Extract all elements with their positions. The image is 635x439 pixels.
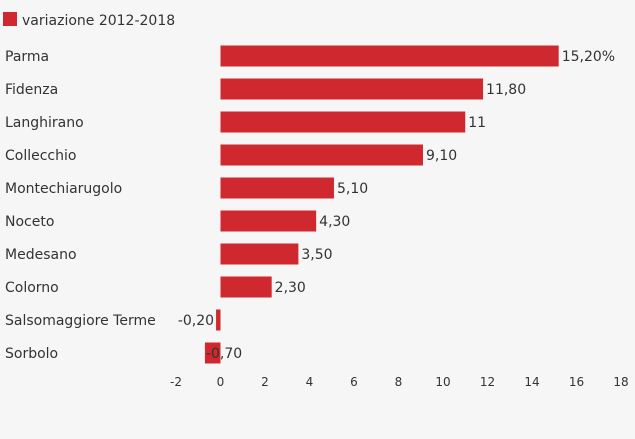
category-label: Salsomaggiore Terme bbox=[5, 313, 156, 329]
bar bbox=[216, 309, 221, 331]
category-label: Fidenza bbox=[5, 82, 58, 98]
x-tick-label: 0 bbox=[217, 375, 225, 389]
x-tick-label: 16 bbox=[569, 375, 584, 389]
category-label: Noceto bbox=[5, 214, 54, 230]
value-label: 15,20% bbox=[562, 49, 615, 65]
value-label: 11,80 bbox=[486, 82, 526, 98]
bar bbox=[220, 177, 334, 199]
category-label: Parma bbox=[5, 49, 49, 65]
bar bbox=[204, 342, 221, 364]
category-label: Collecchio bbox=[5, 148, 76, 164]
value-label: 5,10 bbox=[337, 181, 368, 197]
bar bbox=[220, 210, 317, 232]
x-tick-label: 2 bbox=[261, 375, 269, 389]
legend-label: variazione 2012-2018 bbox=[22, 13, 175, 29]
x-tick-label: 6 bbox=[350, 375, 358, 389]
legend-swatch bbox=[3, 12, 17, 26]
chart-legend: variazione 2012-2018 bbox=[3, 12, 175, 29]
value-label: 2,30 bbox=[275, 280, 306, 296]
bar bbox=[220, 144, 423, 166]
value-label: 9,10 bbox=[426, 148, 457, 164]
bar bbox=[220, 45, 559, 67]
value-label: -0,70 bbox=[206, 346, 242, 362]
value-label: 3,50 bbox=[301, 247, 332, 263]
bar bbox=[220, 111, 466, 133]
bar bbox=[220, 276, 272, 298]
x-tick-label: -2 bbox=[170, 375, 182, 389]
category-label: Sorbolo bbox=[5, 346, 58, 362]
category-label: Langhirano bbox=[5, 115, 84, 131]
x-tick-label: 12 bbox=[480, 375, 495, 389]
x-tick-label: 10 bbox=[435, 375, 450, 389]
x-tick-label: 8 bbox=[395, 375, 403, 389]
bar bbox=[220, 243, 299, 265]
value-label: -0,20 bbox=[178, 313, 214, 329]
x-tick-label: 4 bbox=[306, 375, 314, 389]
category-label: Montechiarugolo bbox=[5, 181, 122, 197]
category-label: Colorno bbox=[5, 280, 59, 296]
x-tick-label: 18 bbox=[613, 375, 628, 389]
category-label: Medesano bbox=[5, 247, 77, 263]
value-label: 4,30 bbox=[319, 214, 350, 230]
value-label: 11 bbox=[468, 115, 486, 131]
bar bbox=[220, 78, 484, 100]
x-axis: -2 0 2 4 6 8 10 12 14 16 18 bbox=[170, 375, 629, 389]
plot-area: Parma 15,20% Fidenza 11,80 Langhirano 11 Colle… bbox=[5, 45, 615, 364]
x-tick-label: 14 bbox=[524, 375, 539, 389]
